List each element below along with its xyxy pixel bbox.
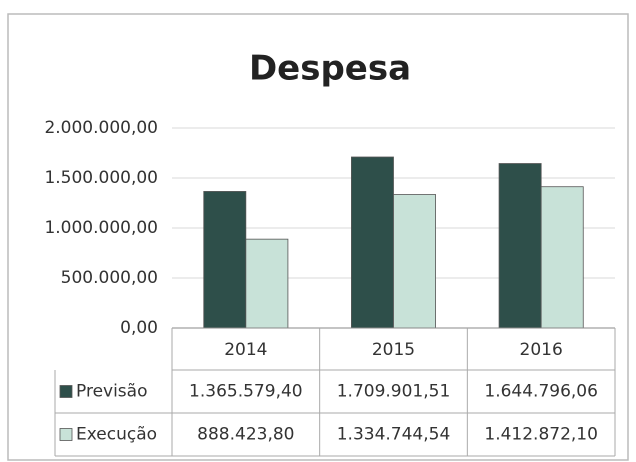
bar bbox=[540, 186, 584, 329]
x-tick-label: 2016 bbox=[520, 340, 563, 360]
table-value: 1.412.872,10 bbox=[484, 425, 598, 445]
table-value: 1.709.901,51 bbox=[337, 382, 451, 402]
table-value: 1.644.796,06 bbox=[484, 382, 598, 402]
y-tick-label: 500.000,00 bbox=[61, 268, 158, 288]
table-value: 1.365.579,40 bbox=[189, 382, 303, 402]
legend-label: Execução bbox=[76, 425, 157, 445]
table-value: 1.334.744,54 bbox=[337, 425, 451, 445]
legend-label: Previsão bbox=[76, 382, 148, 402]
chart-title: Despesa bbox=[249, 49, 411, 89]
x-tick-label: 2014 bbox=[224, 340, 267, 360]
legend-key bbox=[59, 428, 73, 441]
x-tick-label: 2015 bbox=[372, 340, 415, 360]
bar bbox=[245, 238, 289, 329]
bar bbox=[393, 194, 436, 329]
legend-key bbox=[59, 385, 73, 398]
y-tick-label: 2.000.000,00 bbox=[44, 118, 158, 138]
bar bbox=[498, 163, 542, 329]
y-tick-label: 1.000.000,00 bbox=[44, 218, 158, 238]
y-tick-label: 0,00 bbox=[120, 318, 158, 338]
bar bbox=[351, 156, 394, 329]
y-tick-label: 1.500.000,00 bbox=[44, 168, 158, 188]
table-value: 888.423,80 bbox=[197, 425, 294, 445]
bar bbox=[203, 191, 247, 329]
